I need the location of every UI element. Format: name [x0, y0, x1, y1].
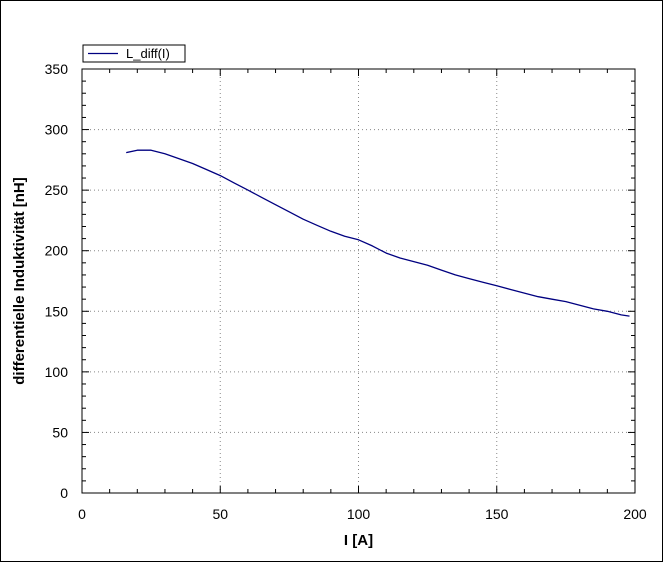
- y-tick-label: 300: [45, 122, 69, 138]
- y-tick-label: 200: [45, 243, 69, 259]
- series-line-0: [126, 149, 630, 317]
- x-tick-label: 50: [212, 506, 228, 522]
- legend: L_diff(I): [82, 44, 186, 63]
- y-tick-label: 50: [52, 424, 68, 440]
- legend-box: [82, 44, 186, 63]
- x-tick-label: 200: [623, 506, 647, 522]
- series-layer: [126, 149, 630, 317]
- y-tick-label: 350: [45, 61, 69, 77]
- legend-entry: L_diff(I): [126, 46, 170, 61]
- y-tick-label: 150: [45, 303, 69, 319]
- x-tick-labels: 0 50 100 150 200: [78, 506, 647, 522]
- y-tick-labels: 0 50 100 150 200 250 300 350: [45, 61, 69, 501]
- y-axis-label: differentielle Induktivität [nH]: [11, 177, 28, 385]
- x-tick-label: 100: [347, 506, 371, 522]
- y-tick-label: 100: [45, 364, 69, 380]
- grid-lines: [82, 69, 635, 493]
- x-axis-label: I [A]: [344, 532, 373, 549]
- y-tick-label: 0: [60, 485, 68, 501]
- y-tick-label: 250: [45, 182, 69, 198]
- x-tick-label: 150: [485, 506, 509, 522]
- axis-ticks: [81, 68, 636, 494]
- x-tick-label: 0: [78, 506, 86, 522]
